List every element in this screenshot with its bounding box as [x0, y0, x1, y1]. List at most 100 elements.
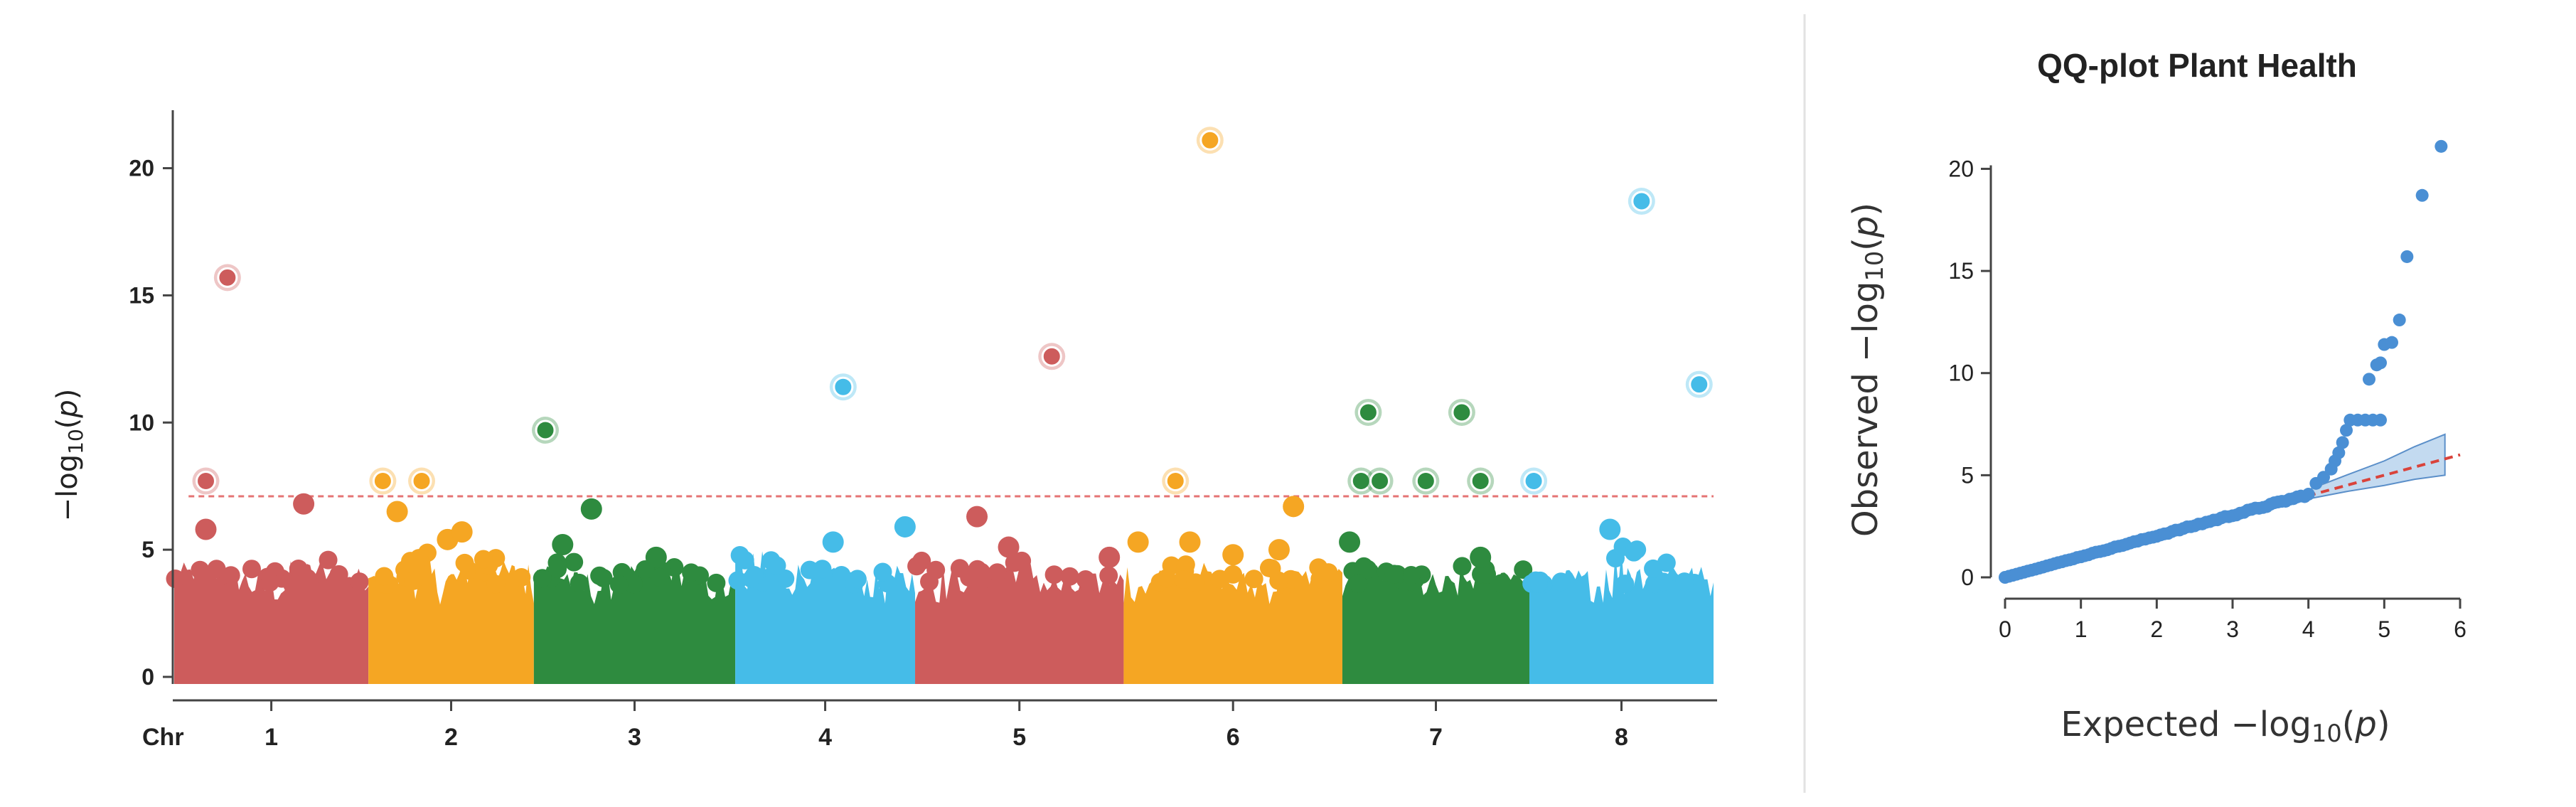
snp-dot [455, 553, 474, 572]
snp-dot [1453, 557, 1472, 576]
qq-x-tick-label: 1 [2075, 616, 2088, 642]
snp-dot [1076, 570, 1095, 589]
qq-point [2374, 356, 2387, 370]
significant-snp-point [535, 419, 556, 441]
significant-snp-point [1199, 129, 1221, 151]
snp-dot [744, 566, 764, 585]
snp-dot [728, 571, 747, 590]
manhattan-plot: 1 2 3 4 5 6 7 8 0 5 10 15 20 −log10(p) Chr [51, 110, 1717, 751]
snp-point [1127, 531, 1149, 553]
snp-dot [1262, 559, 1281, 578]
qq-plot-title: QQ-plot Plant Health [2037, 47, 2357, 84]
chr-1-snp-cloud [174, 560, 369, 684]
snp-point [195, 518, 217, 540]
snp-point [1339, 531, 1361, 553]
snp-dot [1615, 574, 1635, 594]
snp-dot [1012, 551, 1032, 570]
snp-point [293, 493, 315, 515]
background-snp-layer [166, 538, 1714, 684]
qq-points-layer [2309, 139, 2448, 490]
snp-dot [486, 574, 506, 594]
chr-2-snp-cloud [368, 552, 534, 684]
snp-dot [191, 560, 210, 579]
snp-point [1268, 539, 1290, 561]
chr-3-label: 3 [628, 724, 641, 751]
snp-dot [1044, 565, 1064, 584]
significant-snp-point [1451, 402, 1473, 423]
y-tick-label: 15 [129, 282, 154, 308]
snp-dot [329, 565, 348, 584]
snp-dot [912, 551, 931, 570]
snp-dot [960, 568, 979, 587]
significant-snp-point [1415, 471, 1436, 492]
qq-y-tick-label: 10 [1948, 360, 1974, 386]
snp-dot [1551, 572, 1571, 592]
qq-x-tick-label: 3 [2226, 616, 2239, 642]
snp-dot [1477, 565, 1497, 584]
snp-point [1222, 544, 1244, 566]
snp-point [894, 515, 916, 538]
significant-snp-point [196, 471, 217, 492]
qq-point [2435, 139, 2448, 153]
qq-dense-point [2302, 488, 2315, 501]
snp-dot [548, 560, 567, 579]
qq-y-tick-label: 0 [1961, 565, 1974, 590]
snp-point [1470, 546, 1492, 568]
qq-plot: QQ-plot Plant Health 0 5 10 15 20 0 1 2 3 4 5 6 Obs… [1846, 47, 2467, 747]
snp-dot [813, 560, 832, 579]
chr-1-label: 1 [264, 724, 278, 751]
qq-y-tick-label: 20 [1948, 156, 1974, 181]
snp-dot [533, 569, 552, 588]
qq-dense-points-layer [1999, 488, 2315, 584]
chr-8-snp-cloud [1529, 549, 1714, 684]
qq-y-tick-label: 15 [1948, 258, 1974, 284]
snp-dot [565, 552, 584, 572]
snp-dot [988, 563, 1007, 582]
snp-dot [1654, 572, 1673, 592]
snp-dot [624, 574, 643, 594]
snp-dot [1401, 566, 1421, 585]
snp-dot [1492, 574, 1511, 593]
qq-x-tick-label: 5 [2378, 616, 2390, 642]
snp-dot [512, 568, 531, 587]
snp-dot [1349, 574, 1368, 593]
significant-snp-point [833, 376, 854, 397]
qq-x-tick-label: 2 [2150, 616, 2163, 642]
snp-dot [926, 560, 946, 579]
snp-dot [350, 572, 369, 592]
snp-dot [1060, 567, 1079, 586]
snp-points-layer [192, 127, 1713, 568]
snp-dot [1244, 570, 1263, 589]
manhattan-y-axis-title: −log10(p) [51, 389, 87, 522]
y-tick-label: 20 [129, 156, 154, 181]
snp-dot [207, 560, 226, 579]
snp-dot [1529, 574, 1548, 593]
manhattan-axes: 1 2 3 4 5 6 7 8 0 5 10 15 20 [129, 110, 1717, 751]
snp-dot [1358, 560, 1377, 579]
snp-dot [707, 573, 726, 592]
snp-dot [873, 562, 892, 582]
snp-dot [570, 573, 589, 592]
snp-dot [1384, 565, 1404, 584]
snp-dot [609, 574, 629, 594]
snp-dot [1186, 573, 1205, 592]
y-tick-label: 10 [129, 410, 154, 435]
qq-y-tick-label: 5 [1961, 462, 1974, 488]
qq-y-axis-title: Observed −log10(p) [1846, 203, 1888, 537]
significant-snp-point [372, 471, 393, 492]
chr-8-label: 8 [1615, 724, 1628, 751]
y-tick-label: 5 [141, 537, 154, 562]
snp-point [645, 546, 667, 568]
snp-point [1283, 496, 1305, 518]
significant-snp-point [1689, 374, 1710, 395]
snp-dot [1157, 569, 1176, 588]
snp-dot [298, 569, 317, 588]
significant-snp-point [1041, 346, 1062, 367]
snp-dot [1319, 563, 1338, 582]
snp-point [1179, 531, 1201, 553]
snp-dot [848, 570, 867, 589]
snp-point [1599, 518, 1621, 540]
significant-snp-point [1470, 471, 1491, 492]
qq-point [2385, 336, 2398, 349]
